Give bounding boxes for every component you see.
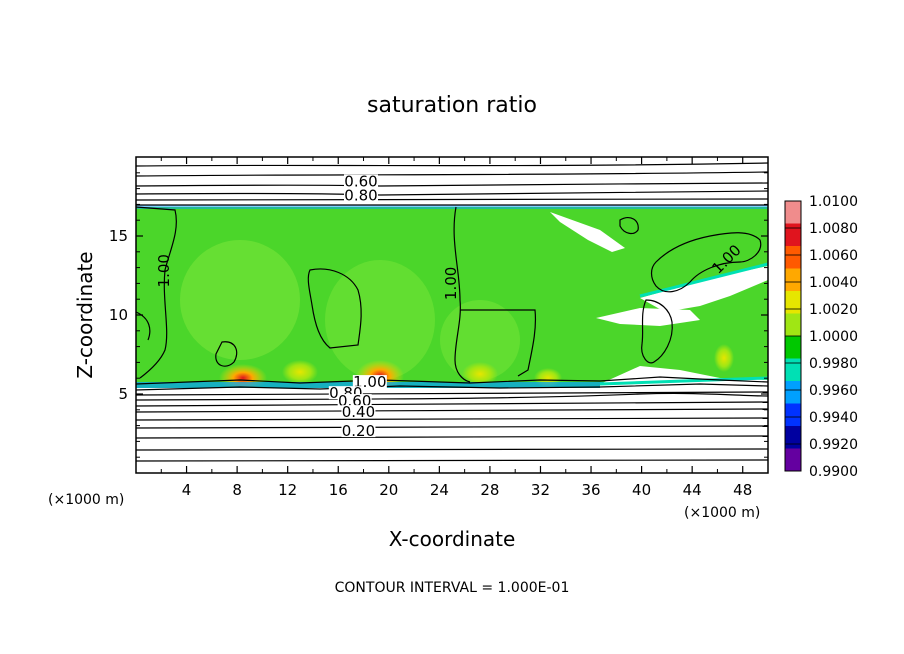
colorbar-swatch [785,291,801,314]
colorbar-label: 1.0060 [809,248,858,264]
colorbar-label: 1.0100 [809,194,858,210]
contour-lines [136,162,768,462]
x-tick-label: 44 [683,481,702,499]
colorbar-label: 1.0020 [809,302,858,318]
x-tick-label: 8 [232,481,242,499]
colorbar-swatch [785,201,801,224]
contour-label-bg [341,405,376,419]
x-axis-ticks: 4 8 12 16 20 24 28 32 36 40 44 48 [160,157,752,499]
colorbar-label: 1.0040 [809,275,858,291]
colorbar-swatch [785,448,801,472]
colorbar-swatch [785,358,801,382]
contour-interval-note: CONTOUR INTERVAL = 1.000E-01 [335,580,570,596]
colorbar-swatch [785,268,801,292]
colorbar-label: 1.0000 [809,329,858,345]
contour-label-bg [343,188,378,202]
y-tick-label: 10 [109,306,128,324]
colorbar-swatch [785,313,801,337]
contour-label: 0.40 [342,403,375,421]
colorbar-label: 0.9960 [809,383,858,399]
contour-label-bg [341,424,376,438]
contour-label-bg [343,174,378,188]
y-axis-ticks: 5 10 15 [109,172,768,458]
contour-label: 0.60 [344,172,377,190]
contour-label: 0.20 [342,422,375,440]
x-unit-label: (×1000 m) [684,505,760,521]
x-tick-label: 40 [632,481,651,499]
saturated-region [136,207,768,388]
colorbar-label: 0.9900 [809,464,858,480]
contour-label: 1.00 [155,254,173,287]
x-tick-label: 16 [329,481,348,499]
x-tick-label: 36 [581,481,600,499]
x-tick-label: 20 [379,481,398,499]
colorbar-label: 0.9980 [809,356,858,372]
colorbar-swatch [785,336,801,359]
dry-region [550,212,625,252]
colorbar-swatch [785,403,801,427]
x-tick-label: 24 [430,481,449,499]
colorbar-swatch [785,381,801,404]
contour-labels: 0.600.801.00 1.001.001.000.800.600.400.20 [155,172,745,440]
colorbar-label: 1.0080 [809,221,858,237]
chart-title: saturation ratio [367,93,537,118]
y-tick-label: 15 [109,227,128,245]
x-tick-label: 4 [182,481,192,499]
contour-label-bg [337,394,372,408]
x-tick-label: 28 [480,481,499,499]
x-tick-label: 12 [278,481,297,499]
colorbar: 1.0100 1.0080 1.0060 1.0040 1.0020 1.0000 0.99… [784,194,858,480]
colorbar-label: 0.9920 [809,437,858,453]
x-tick-label: 48 [733,481,752,499]
x-axis-label: X-coordinate [389,527,516,551]
contour-label-bg [352,375,387,389]
colorbar-swatch [785,426,801,449]
contour-label: 1.00 [442,267,460,300]
y-unit-label: (×1000 m) [48,492,124,508]
colorbar-label: 0.9940 [809,410,858,426]
colorbar-swatch [785,246,801,269]
y-axis-label: Z-coordinate [73,251,97,378]
y-tick-label: 5 [118,385,128,403]
colorbar-swatch [785,223,801,247]
contour-label: 0.80 [344,187,377,205]
x-tick-label: 32 [531,481,550,499]
